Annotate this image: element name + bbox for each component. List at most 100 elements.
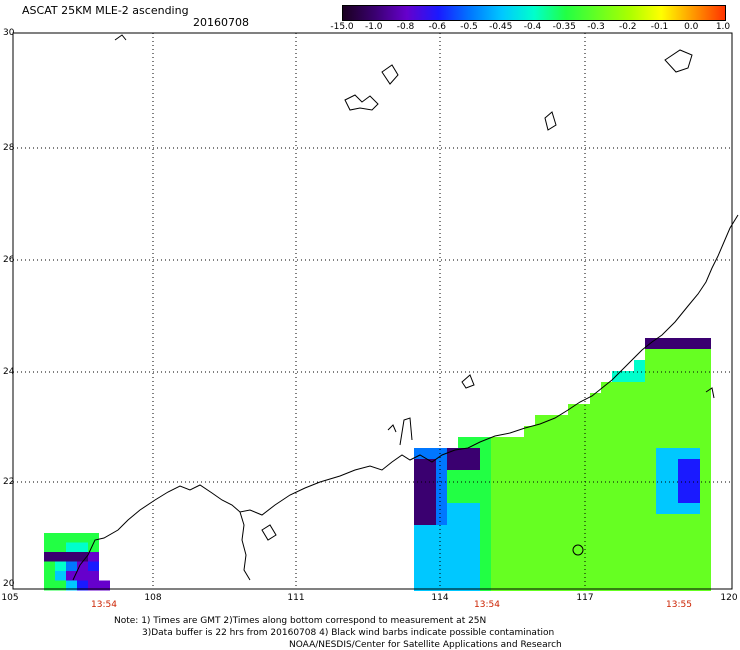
swath-cell [656, 459, 667, 470]
swath-cell [656, 393, 667, 404]
swath-cell [678, 415, 689, 426]
swath-cell [458, 569, 469, 580]
swath-cell [689, 338, 700, 349]
note-line-2: 3)Data buffer is 22 hrs from 20160708 4)… [142, 628, 555, 638]
swath-cell [502, 547, 513, 558]
swath-cell [546, 415, 557, 426]
swath-cell [425, 547, 436, 558]
swath-cell [601, 481, 612, 492]
swath-cell [557, 547, 568, 558]
swath-cell [634, 415, 645, 426]
swath-cell [579, 470, 590, 481]
swath-cell [414, 503, 425, 514]
swath-cell [667, 426, 678, 437]
swath-cell [689, 459, 700, 470]
swath-cell [447, 547, 458, 558]
swath-cell [513, 437, 524, 448]
swath-cell [568, 459, 579, 470]
swath-cell [700, 338, 711, 349]
lat-label-28: 28 [3, 143, 15, 153]
swath-cell [623, 492, 634, 503]
swath-cell [458, 514, 469, 525]
swath-cell [656, 558, 667, 569]
swath-cell [689, 371, 700, 382]
swath-cell [469, 448, 480, 459]
swath-cell [656, 426, 667, 437]
swath-cell [546, 580, 557, 591]
swath-cell [557, 448, 568, 459]
swath-cell [491, 437, 502, 448]
swath-cell [656, 547, 667, 558]
swath-cell [513, 547, 524, 558]
swath-cell [656, 569, 667, 580]
swath-cell [55, 542, 66, 553]
swath-cell [425, 525, 436, 536]
swath-cell [447, 459, 458, 470]
swath-cell [645, 492, 656, 503]
product-date: 20160708 [193, 16, 249, 29]
swath-cell [513, 503, 524, 514]
swath-cell [579, 514, 590, 525]
swath-cell [601, 448, 612, 459]
swath-cell [535, 470, 546, 481]
swath-cell [436, 503, 447, 514]
swath-cell [678, 448, 689, 459]
swath-cell [502, 569, 513, 580]
island-a [261, 524, 277, 541]
swath-cell [612, 371, 623, 382]
swath-cell [612, 437, 623, 448]
swath-cell [667, 360, 678, 371]
swath-cell [623, 459, 634, 470]
swath-cell [678, 437, 689, 448]
lat-label-22: 22 [3, 477, 15, 487]
swath-cell [44, 542, 55, 553]
swath-cell [634, 547, 645, 558]
swath-cell [469, 569, 480, 580]
swath-cell [535, 492, 546, 503]
swath-cell [458, 492, 469, 503]
swath-cell [491, 547, 502, 558]
swath-cell [524, 426, 535, 437]
colorbar [342, 5, 726, 21]
swath-cell [502, 448, 513, 459]
swath-cell [513, 448, 524, 459]
swath-cell [447, 580, 458, 591]
swath-cell [491, 525, 502, 536]
swath-cell [667, 514, 678, 525]
swath-cell [678, 426, 689, 437]
swath-cell [579, 415, 590, 426]
coastline [72, 34, 739, 581]
swath-cell [645, 503, 656, 514]
swath-cell [458, 437, 469, 448]
swath-cell [557, 536, 568, 547]
swath-cell [678, 536, 689, 547]
swath-cell [469, 580, 480, 591]
colorbar-tick-label: 0.0 [684, 22, 699, 32]
swath-cell [66, 571, 77, 581]
swath-cell [535, 569, 546, 580]
swath-cell [634, 580, 645, 591]
swath-cell [656, 492, 667, 503]
colorbar-tick-label: -0.4 [523, 22, 542, 32]
swath-cell [513, 470, 524, 481]
swath-cell [88, 542, 99, 553]
swath-cell [502, 470, 513, 481]
swath-cell [667, 393, 678, 404]
swath-cell [88, 533, 99, 543]
swath-cell [590, 415, 601, 426]
swath-cell [689, 360, 700, 371]
swath-cell [590, 393, 601, 404]
island-e [344, 94, 379, 111]
swath-cell [667, 448, 678, 459]
product-title: ASCAT 25KM MLE-2 ascending [22, 4, 189, 17]
swath-cell [700, 426, 711, 437]
swath-cell [458, 481, 469, 492]
swath-cell [77, 580, 88, 591]
pass-time-west: 13:54 [91, 600, 117, 610]
swath-cell [491, 558, 502, 569]
swath-cell [623, 547, 634, 558]
swath-cell [414, 448, 425, 459]
swath-cell [44, 533, 55, 543]
swath-cell [689, 514, 700, 525]
swath-cell [524, 448, 535, 459]
